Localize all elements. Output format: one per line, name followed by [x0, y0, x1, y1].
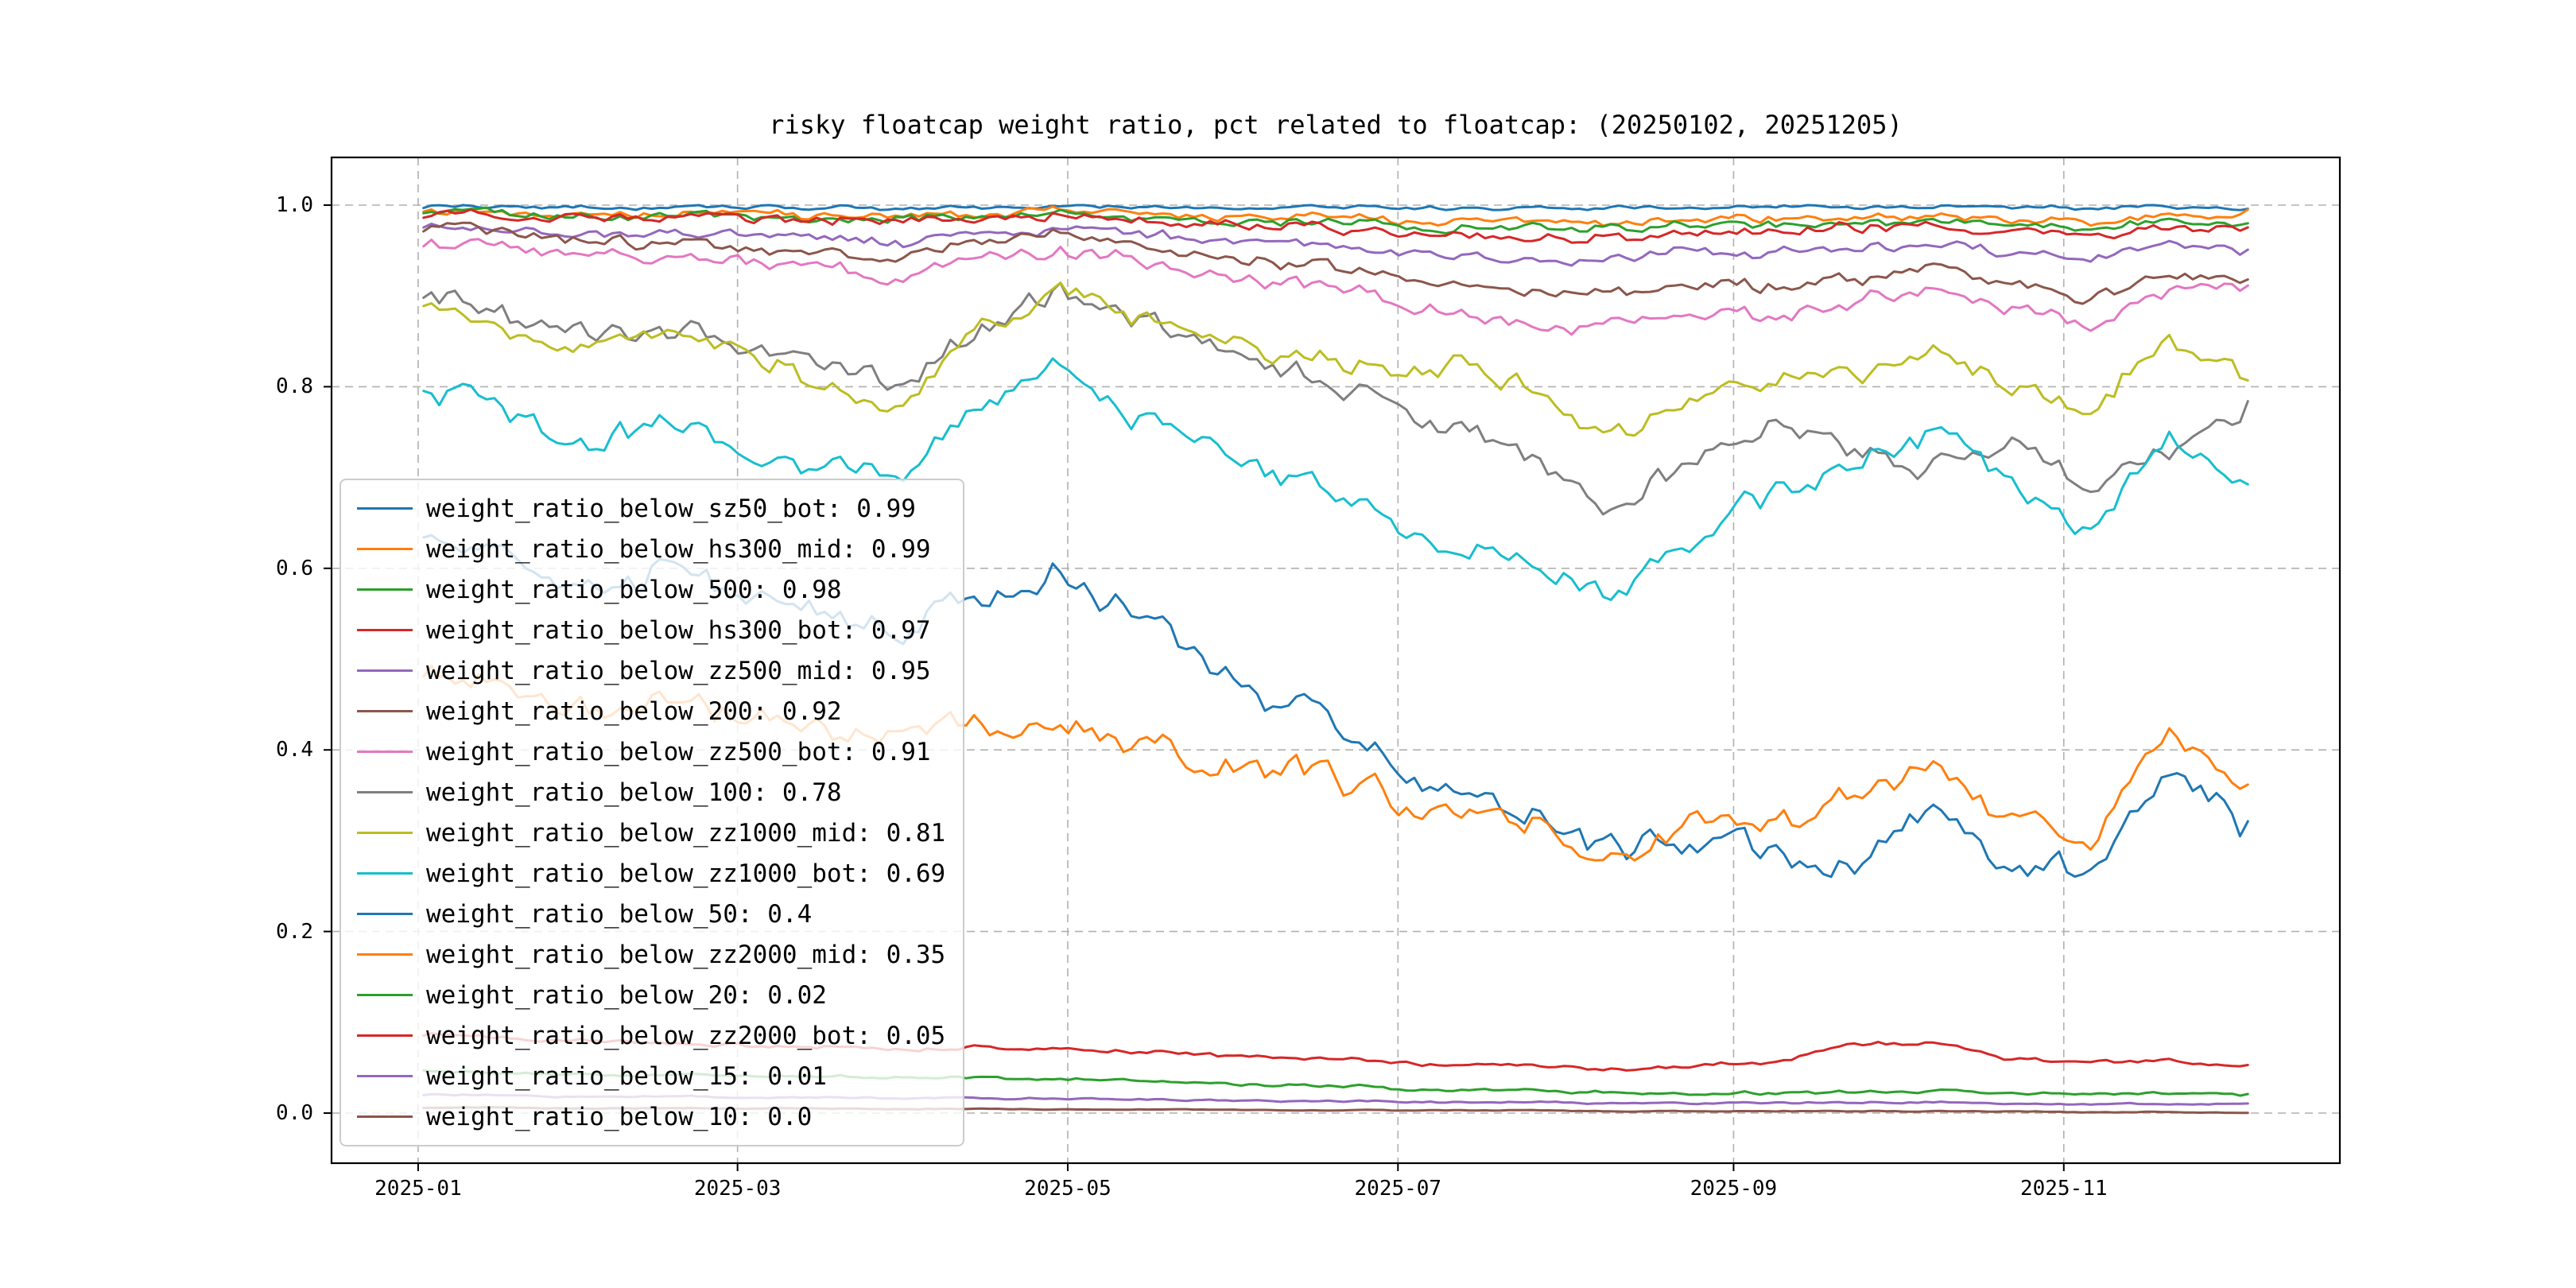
- legend: weight_ratio_below_sz50_bot: 0.99 weight_…: [339, 479, 965, 1146]
- y-tick-label: 0.0: [276, 1101, 313, 1125]
- legend-label: weight_ratio_below_zz1000_mid: 0.81: [426, 818, 946, 848]
- legend-item: weight_ratio_below_500: 0.98: [357, 569, 945, 610]
- legend-line-swatch: [357, 791, 413, 793]
- legend-label: weight_ratio_below_50: 0.4: [426, 899, 813, 929]
- legend-item: weight_ratio_below_hs300_bot: 0.97: [357, 610, 945, 650]
- legend-line-swatch: [357, 548, 413, 550]
- series-line-weight_ratio_below_zz500_mid: [422, 223, 2249, 267]
- x-tick-label: 2025-03: [693, 1177, 782, 1201]
- series-line-weight_ratio_below_sz50_bot: [422, 204, 2249, 211]
- legend-line-swatch: [357, 913, 413, 915]
- legend-label: weight_ratio_below_zz2000_bot: 0.05: [426, 1021, 946, 1050]
- legend-item: weight_ratio_below_zz1000_bot: 0.69: [357, 853, 945, 894]
- series-line-weight_ratio_below_hs300_mid: [422, 205, 2249, 227]
- legend-item: weight_ratio_below_20: 0.02: [357, 975, 945, 1015]
- legend-line-swatch: [357, 994, 413, 996]
- legend-label: weight_ratio_below_100: 0.78: [426, 778, 842, 807]
- legend-label: weight_ratio_below_200: 0.92: [426, 696, 842, 726]
- legend-line-swatch: [357, 629, 413, 631]
- series-line-weight_ratio_below_500: [422, 206, 2249, 235]
- y-tick-label: 0.4: [276, 738, 313, 762]
- legend-label: weight_ratio_below_500: 0.98: [426, 575, 842, 604]
- legend-item: weight_ratio_below_10: 0.0: [357, 1096, 945, 1137]
- legend-label: weight_ratio_below_hs300_mid: 0.99: [426, 534, 931, 564]
- legend-item: weight_ratio_below_hs300_mid: 0.99: [357, 529, 945, 569]
- legend-line-swatch: [357, 710, 413, 712]
- legend-line-swatch: [357, 588, 413, 591]
- chart-title: risky floatcap weight ratio, pct related…: [769, 110, 1903, 140]
- legend-label: weight_ratio_below_10: 0.0: [426, 1102, 813, 1131]
- series-line-weight_ratio_below_100: [422, 281, 2249, 516]
- x-tick-label: 2025-11: [2019, 1177, 2108, 1201]
- y-tick-label: 0.6: [276, 556, 313, 580]
- legend-item: weight_ratio_below_zz2000_mid: 0.35: [357, 934, 945, 975]
- legend-line-swatch: [357, 751, 413, 753]
- legend-line-swatch: [357, 1115, 413, 1118]
- legend-item: weight_ratio_below_zz500_mid: 0.95: [357, 650, 945, 691]
- legend-label: weight_ratio_below_zz1000_bot: 0.69: [426, 859, 946, 888]
- plot-frame: [330, 156, 2341, 1165]
- y-tick-label: 0.8: [276, 374, 313, 399]
- legend-item: weight_ratio_below_15: 0.01: [357, 1056, 945, 1096]
- series-line-weight_ratio_below_zz1000_mid: [422, 281, 2249, 437]
- legend-line-swatch: [357, 1075, 413, 1077]
- legend-item: weight_ratio_below_100: 0.78: [357, 772, 945, 813]
- legend-item: weight_ratio_below_zz1000_mid: 0.81: [357, 813, 945, 853]
- legend-label: weight_ratio_below_sz50_bot: 0.99: [426, 494, 916, 523]
- legend-item: weight_ratio_below_zz2000_bot: 0.05: [357, 1015, 945, 1056]
- legend-line-swatch: [357, 953, 413, 956]
- legend-label: weight_ratio_below_20: 0.02: [426, 980, 827, 1010]
- legend-line-swatch: [357, 1034, 413, 1037]
- legend-item: weight_ratio_below_200: 0.92: [357, 691, 945, 731]
- legend-label: weight_ratio_below_zz2000_mid: 0.35: [426, 940, 946, 969]
- legend-line-swatch: [357, 872, 413, 875]
- legend-line-swatch: [357, 507, 413, 510]
- x-tick-label: 2025-07: [1354, 1177, 1442, 1201]
- x-tick-label: 2025-09: [1690, 1177, 1778, 1201]
- legend-label: weight_ratio_below_hs300_bot: 0.97: [426, 615, 931, 645]
- legend-label: weight_ratio_below_zz500_mid: 0.95: [426, 656, 931, 685]
- legend-item: weight_ratio_below_sz50_bot: 0.99: [357, 488, 945, 529]
- x-tick-label: 2025-05: [1024, 1177, 1111, 1201]
- legend-item: weight_ratio_below_50: 0.4: [357, 894, 945, 934]
- legend-line-swatch: [357, 669, 413, 672]
- legend-line-swatch: [357, 832, 413, 834]
- series-line-weight_ratio_below_zz1000_bot: [422, 357, 2249, 601]
- series-line-weight_ratio_below_200: [422, 221, 2249, 305]
- x-tick-label: 2025-01: [374, 1177, 462, 1201]
- y-tick-label: 1.0: [276, 193, 313, 217]
- legend-label: weight_ratio_below_zz500_bot: 0.91: [426, 737, 931, 766]
- y-tick-label: 0.2: [276, 919, 313, 944]
- legend-label: weight_ratio_below_15: 0.01: [426, 1061, 827, 1091]
- series-line-weight_ratio_below_hs300_bot: [422, 208, 2249, 244]
- series-line-weight_ratio_below_zz500_bot: [422, 238, 2249, 336]
- legend-item: weight_ratio_below_zz500_bot: 0.91: [357, 731, 945, 772]
